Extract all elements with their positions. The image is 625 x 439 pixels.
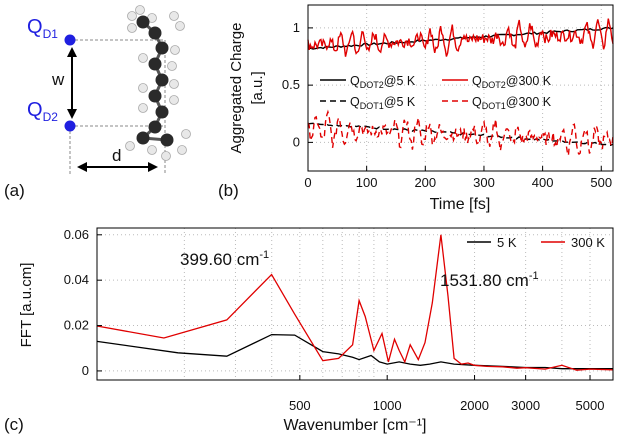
c-legend: 5 K 300 K [467, 235, 605, 250]
molecule-image [125, 5, 191, 161]
hydrogen-atom [169, 95, 179, 105]
c-x-tick-label: 5000 [576, 398, 605, 413]
w-label: w [51, 70, 65, 89]
carbon-atom [148, 89, 162, 103]
panel-a-label: (a) [4, 181, 25, 200]
c-legend-entry: 5 K [497, 235, 517, 250]
b-y-tick-label: 0.5 [282, 77, 300, 92]
b-series-line [307, 109, 614, 156]
carbon-atom [136, 131, 150, 145]
b-y-tick-label: 0 [293, 134, 300, 149]
carbon-atom [155, 41, 169, 55]
c-grid [97, 228, 613, 380]
b-legend-entry: QDOT1@5 K [350, 95, 416, 111]
c-peak-annotation: 1531.80 cm-1 [440, 270, 539, 290]
c-y-tick-label: 0.06 [64, 227, 89, 242]
c-x-axis-label: Wavenumber [cm⁻¹] [284, 417, 427, 434]
c-series-group [96, 234, 614, 371]
c-x-tick-label: 1000 [373, 398, 402, 413]
q-d2-dot [64, 120, 76, 132]
c-y-tick-label: 0.04 [64, 272, 89, 287]
panel-b-charge-chart: 0 100 200 300 400 500 0 0.5 1 QDOT2@5 K QDOT1@5 K… [218, 4, 614, 213]
c-y-tick-label: 0.02 [64, 318, 89, 333]
c-y-axis-label: FFT [a.u.cm] [18, 263, 35, 348]
b-plot-frame [307, 4, 614, 172]
hydrogen-atom [181, 129, 191, 139]
c-series-line [96, 333, 613, 370]
b-series-line [307, 122, 614, 147]
hydrogen-atom [170, 45, 180, 55]
carbon-atom [148, 26, 162, 40]
carbon-atom [160, 133, 174, 147]
c-peak-annotation: 399.60 cm-1 [180, 249, 269, 269]
carbon-atom [148, 57, 162, 71]
b-legend: QDOT2@5 K QDOT1@5 K QDOT2@300 K QDOT1@300 K [320, 74, 552, 111]
hydrogen-atom [138, 103, 148, 113]
d-label: d [112, 146, 121, 165]
c-legend-entry: 300 K [571, 235, 605, 250]
hydrogen-atom [125, 141, 135, 151]
b-x-tick-label: 300 [473, 175, 495, 190]
hydrogen-atom [169, 79, 179, 89]
b-x-tick-label: 500 [590, 175, 612, 190]
d-arrow-head-right [148, 162, 158, 172]
b-series-line [307, 18, 614, 57]
hydrogen-atom [175, 21, 185, 31]
hydrogen-atom [127, 11, 137, 21]
panel-c-fft-chart: 0 0.02 0.04 0.06 500 1000 2000 3000 5000 5 K 300 … [4, 227, 614, 434]
b-legend-entry: QDOT1@300 K [472, 95, 552, 111]
b-y-axis-unit: [a.u.] [249, 71, 266, 104]
b-grid [307, 5, 613, 171]
panel-b-label: (b) [218, 181, 239, 200]
c-series-line [96, 234, 614, 371]
b-legend-entry: QDOT2@5 K [350, 74, 416, 90]
b-x-axis-label: Time [fs] [430, 196, 491, 213]
hydrogen-atom [135, 5, 145, 15]
b-ticks: 0 100 200 300 400 500 0 0.5 1 [282, 20, 612, 190]
d-arrow-head-left [77, 162, 87, 172]
carbon-atom [148, 120, 162, 134]
w-arrow-head-top [67, 47, 77, 57]
carbon-atom [136, 15, 150, 29]
b-x-tick-label: 0 [304, 175, 311, 190]
hydrogen-atom [147, 145, 157, 155]
hydrogen-atom [169, 11, 179, 21]
c-plot-frame [96, 227, 614, 381]
b-x-tick-label: 200 [414, 175, 436, 190]
hydrogen-atom [138, 83, 148, 93]
b-x-tick-label: 400 [532, 175, 554, 190]
q-d1-dot [64, 34, 76, 46]
b-legend-entry: QDOT2@300 K [472, 74, 552, 90]
w-arrow-head-bottom [67, 109, 77, 119]
hydrogen-atom [177, 145, 187, 155]
c-x-tick-label: 500 [289, 398, 311, 413]
q-d1-label: QD1 [27, 16, 58, 41]
hydrogen-atom [161, 151, 171, 161]
c-y-tick-label: 0 [82, 363, 89, 378]
carbon-atom [155, 73, 169, 87]
b-y-tick-label: 1 [293, 20, 300, 35]
panel-c-label: (c) [4, 415, 24, 434]
c-annotations: 399.60 cm-1 1531.80 cm-1 [180, 249, 539, 290]
hydrogen-atom [167, 61, 177, 71]
hydrogen-atom [138, 53, 148, 63]
q-d2-label: QD2 [27, 99, 58, 124]
c-x-tick-label: 3000 [511, 398, 540, 413]
panel-a-schematic: QD1 QD2 w d (a) [4, 5, 191, 200]
b-x-tick-label: 100 [356, 175, 378, 190]
c-ticks: 0 0.02 0.04 0.06 500 1000 2000 3000 5000 [64, 227, 605, 413]
b-y-axis-label: Aggregated Charge [228, 23, 245, 154]
hydrogen-atom [127, 23, 137, 33]
b-series-group [307, 18, 614, 156]
c-x-tick-label: 2000 [460, 398, 489, 413]
carbon-atom [155, 105, 169, 119]
